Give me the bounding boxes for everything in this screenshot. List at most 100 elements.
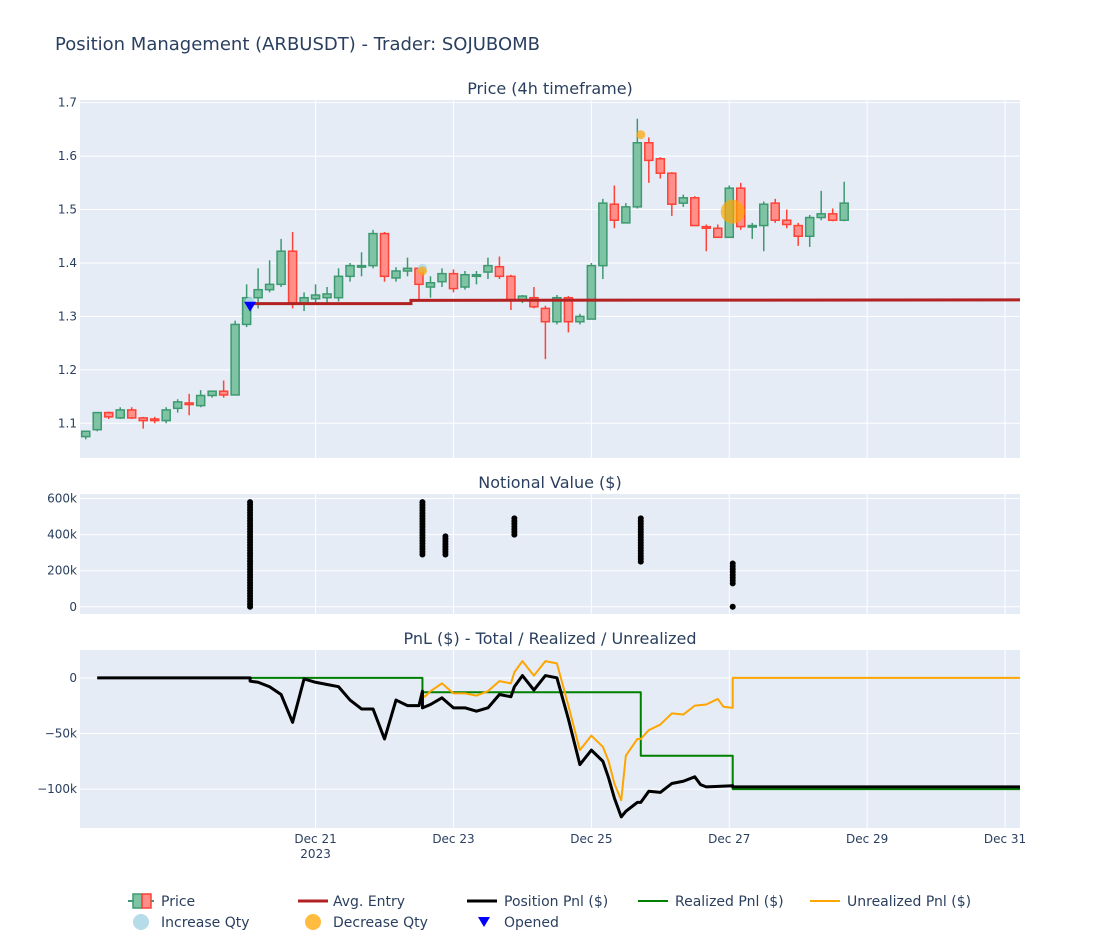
candle	[218, 380, 229, 398]
notional-grid	[80, 494, 1020, 614]
candle	[172, 399, 183, 413]
price-y-tick-label: 1.3	[58, 309, 77, 323]
candle	[345, 262, 355, 282]
x-tick-label: Dec 31	[984, 832, 1026, 846]
candle	[563, 296, 574, 333]
candle	[781, 209, 792, 229]
candle	[356, 252, 367, 277]
price-y-tick-label: 1.1	[58, 416, 77, 430]
pnl-y-tick-label: −100k	[37, 782, 77, 796]
legend-label-position-pnl: Position Pnl ($)	[504, 894, 608, 910]
legend-label-unrealized-pnl: Unrealized Pnl ($)	[847, 894, 971, 910]
notional-y-tick-label: 600k	[47, 492, 77, 506]
price-panel: 1.1 1.2 1.3 1.4 1.5 1.6 1.7	[58, 96, 1021, 458]
notional-y-tick-label: 200k	[47, 564, 77, 578]
candle	[80, 430, 91, 440]
price-y-tick-label: 1.7	[58, 96, 77, 110]
avg-entry-path	[250, 298, 1021, 306]
legend: Price Avg. Entry Position Pnl ($) Realiz…	[128, 893, 971, 931]
candle	[678, 194, 689, 207]
x-tick-label: Dec 23	[432, 832, 474, 846]
candle	[529, 287, 539, 309]
candle	[598, 198, 608, 279]
legend-item-position-pnl[interactable]: Position Pnl ($)	[467, 894, 608, 910]
candle	[276, 238, 286, 288]
price-y-tick-label: 1.4	[58, 256, 77, 270]
candle	[690, 196, 700, 227]
candle	[827, 208, 838, 222]
pnl-y-tick-label: 0	[69, 671, 77, 685]
candle	[207, 390, 217, 398]
legend-item-avg-entry[interactable]: Avg. Entry	[298, 894, 405, 910]
x-tick-label: Dec 29	[846, 832, 888, 846]
legend-item-increase-qty[interactable]: Increase Qty	[133, 914, 250, 931]
legend-item-realized-pnl[interactable]: Realized Pnl ($)	[638, 894, 784, 910]
candle	[471, 270, 482, 285]
legend-label-price: Price	[161, 894, 195, 910]
price-y-tick-label: 1.6	[58, 149, 77, 163]
candle	[804, 214, 815, 247]
position-pnl-line	[97, 674, 1020, 819]
candle	[758, 201, 769, 252]
candle	[184, 393, 194, 416]
candle	[92, 411, 103, 432]
candle	[230, 320, 240, 396]
candle	[655, 157, 666, 179]
x-tick-label: Dec 25	[570, 832, 612, 846]
trade-markers	[244, 130, 745, 312]
candle	[333, 268, 344, 302]
x-tick-label: Dec 21	[294, 832, 336, 846]
candle	[253, 268, 263, 309]
legend-label-avg-entry: Avg. Entry	[333, 894, 405, 910]
decrease-qty-marker	[720, 199, 745, 224]
price-y-tick-label: 1.2	[58, 363, 77, 377]
notional-panel-title: Notional Value ($)	[478, 473, 621, 492]
chart-title: Position Management (ARBUSDT) - Trader: …	[55, 34, 540, 55]
candle	[149, 416, 160, 424]
notional-point	[247, 499, 254, 506]
notional-point	[637, 515, 644, 522]
candle	[115, 407, 125, 419]
price-y-axis: 1.1 1.2 1.3 1.4 1.5 1.6 1.7	[58, 96, 77, 431]
x-tick-sublabel: 2023	[300, 847, 331, 861]
notional-y-axis: 0 200k 400k 600k	[47, 492, 77, 614]
notional-plot-area	[80, 494, 1020, 614]
candle	[460, 270, 470, 290]
legend-item-decrease-qty[interactable]: Decrease Qty	[305, 914, 428, 931]
pnl-panel-title: PnL ($) - Total / Realized / Unrealized	[404, 629, 697, 648]
decrease-qty-marker	[417, 266, 427, 276]
legend-item-price[interactable]: Price	[128, 893, 195, 910]
candle	[138, 416, 148, 429]
price-plot-area	[80, 100, 1020, 458]
candle	[667, 172, 677, 216]
candle	[195, 390, 206, 408]
notional-point	[729, 560, 736, 567]
candle	[161, 407, 171, 424]
pnl-panel: 0 −50k −100k	[37, 650, 1020, 828]
realized-pnl-line	[97, 676, 1020, 791]
candle	[494, 256, 505, 279]
notional-panel: 0 200k 400k 600k	[47, 492, 1020, 614]
notional-points	[247, 499, 736, 610]
notional-point	[511, 515, 518, 522]
candle	[379, 231, 390, 282]
candle	[816, 190, 826, 221]
legend-label-increase-qty: Increase Qty	[161, 915, 250, 931]
candle	[425, 276, 436, 298]
x-tick-label: Dec 27	[708, 832, 750, 846]
candle	[575, 313, 585, 325]
candle	[483, 257, 493, 279]
candle	[644, 137, 654, 183]
candle	[391, 267, 401, 282]
candle	[103, 411, 114, 419]
candle	[747, 222, 758, 239]
candle	[437, 268, 447, 288]
candle	[322, 287, 332, 305]
legend-item-opened[interactable]: Opened	[478, 915, 559, 931]
legend-label-opened: Opened	[504, 915, 559, 931]
legend-item-unrealized-pnl[interactable]: Unrealized Pnl ($)	[810, 894, 971, 910]
candle	[839, 181, 849, 222]
candle	[586, 262, 597, 320]
pnl-y-tick-label: −50k	[45, 726, 77, 740]
